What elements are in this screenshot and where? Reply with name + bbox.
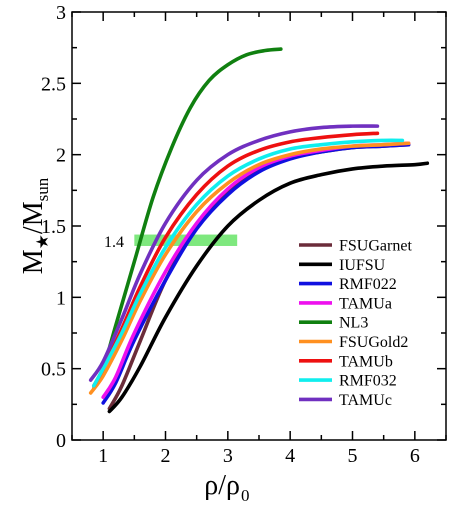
legend-label: TAMUa: [339, 295, 392, 312]
legend-label: TAMUc: [339, 392, 392, 409]
svg-text:ρ/ρ: ρ/ρ: [204, 470, 240, 501]
legend-label: TAMUb: [339, 353, 393, 370]
series-line-iufsu: [107, 161, 430, 414]
series-line-rmf032: [92, 138, 405, 388]
y-axis-title: M★/Msun: [18, 177, 52, 274]
y-tick-label: 1: [56, 287, 66, 309]
x-tick-label: 4: [285, 445, 295, 467]
x-axis-title: ρ/ρ 0: [204, 470, 249, 505]
y-axis-title-mid: /M: [18, 201, 49, 234]
legend-label: NL3: [339, 315, 368, 332]
y-tick-label: 0: [56, 430, 66, 452]
y-axis-title-sub1: ★: [33, 234, 52, 249]
band-annotation-label: 1.4: [104, 234, 124, 251]
x-tick-label: 2: [161, 445, 171, 467]
y-axis-title-sub2: sun: [33, 177, 52, 201]
x-tick-label: 6: [410, 445, 420, 467]
tick-layer: 1 2 3 4 5 6 0 0.5 1 1.5 2 2.5 3: [41, 2, 447, 467]
series-line-nl3: [92, 47, 283, 391]
y-tick-label: 2.5: [41, 73, 66, 95]
series-line-fsugold2: [88, 141, 411, 395]
y-tick-label: 0.5: [41, 359, 66, 381]
y-tick-label: 3: [56, 2, 66, 24]
y-tick-label: 2: [56, 145, 66, 167]
legend-label: RMF022: [339, 276, 397, 293]
series-line-tamuc: [88, 124, 380, 382]
svg-text:M★/Msun: M★/Msun: [18, 177, 52, 274]
y-tick-label: 1.5: [41, 216, 66, 238]
x-axis-title-sub: 0: [241, 486, 250, 505]
legend-label: RMF032: [339, 373, 397, 390]
legend-label: FSUGarnet: [339, 238, 412, 255]
x-axis-title-main: ρ/ρ: [204, 470, 240, 501]
legend-label: IUFSU: [339, 257, 386, 274]
legend: FSUGarnet IUFSU RMF022 TAMUa NL3 FSUGold2 TAMU…: [299, 238, 412, 409]
x-tick-label: 1: [98, 445, 108, 467]
x-tick-label: 3: [223, 445, 233, 467]
y-axis-title-main: M: [18, 249, 49, 274]
series-layer: [88, 47, 430, 414]
x-tick-label: 5: [348, 445, 358, 467]
legend-label: FSUGold2: [339, 334, 408, 351]
